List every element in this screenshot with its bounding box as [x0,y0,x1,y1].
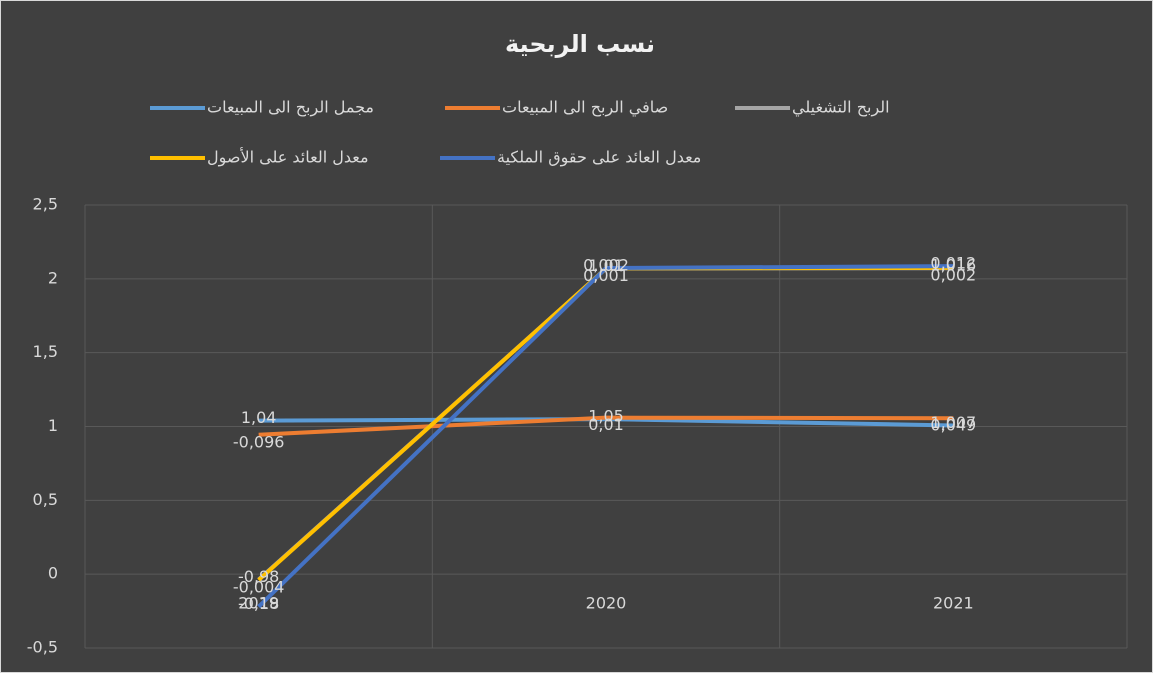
data-label: -0,004 [233,578,285,597]
legend-label: الربح التشغيلي [792,98,890,118]
data-label: -0,18 [238,594,279,613]
x-tick-label: 2020 [586,594,627,613]
x-tick-label: 2021 [933,594,974,613]
data-label: 0,012 [930,254,976,273]
data-label: -0,096 [233,432,285,451]
y-tick-label: 1 [48,416,58,435]
data-label: 1,016 [930,256,976,275]
data-label: 0,049 [930,416,976,435]
data-label: 1,05 [588,407,624,426]
legend-label: معدل العائد على حقوق الملكية [497,148,701,168]
y-tick-label: 0,5 [33,490,58,509]
data-label: 0,002 [583,256,629,275]
data-label: 1,01 [588,256,624,275]
data-label: 1,04 [241,408,277,427]
data-label: 0,01 [588,415,624,434]
y-tick-label: -0,5 [27,638,58,657]
data-label: 1,007 [930,413,976,432]
data-label: 0,001 [583,266,629,285]
y-tick-label: 0 [48,564,58,583]
legend-label: مجمل الربح الى المبيعات [207,98,374,118]
legend-label: معدل العائد على الأصول [207,147,369,168]
y-tick-label: 1,5 [33,342,58,361]
series-line [257,264,954,609]
chart-title: نسب الربحية [505,30,655,58]
data-label: 0,002 [930,265,976,284]
series-line [258,415,954,437]
legend-label: صافي الربح الى المبيعات [502,98,668,118]
y-tick-label: 2 [48,268,58,287]
data-label: -0,98 [238,567,279,586]
y-tick-label: 2,5 [33,195,58,214]
